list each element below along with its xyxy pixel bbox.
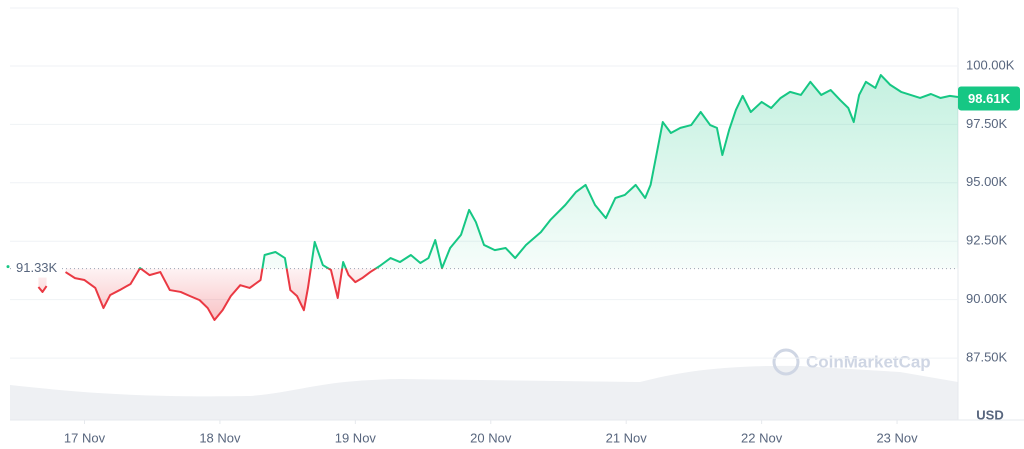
y-tick-label: 87.50K: [966, 350, 1008, 365]
x-tick-label: 18 Nov: [199, 430, 241, 445]
last-price-label: 98.61K: [968, 91, 1011, 106]
x-tick-label: 20 Nov: [470, 430, 512, 445]
watermark-logo: [772, 348, 800, 376]
volume-area: [10, 365, 958, 420]
baseline-dot: [6, 265, 10, 269]
baseline-label: 91.33K: [16, 260, 58, 275]
last-price-bg: [958, 86, 1020, 111]
y-axis-label: USD: [976, 407, 1003, 422]
x-tick-label: 22 Nov: [741, 430, 783, 445]
watermark: CoinMarketCap: [772, 348, 931, 376]
x-tick-label: 23 Nov: [876, 430, 918, 445]
x-tick-label: 17 Nov: [64, 430, 106, 445]
watermark-text: CoinMarketCap: [806, 352, 931, 371]
x-tick-label: 21 Nov: [606, 430, 648, 445]
y-tick-label: 95.00K: [966, 174, 1008, 189]
y-tick-label: 100.00K: [966, 57, 1015, 72]
price-line: [37, 74, 959, 321]
y-tick-label: 92.50K: [966, 233, 1008, 248]
x-tick-label: 19 Nov: [335, 430, 377, 445]
baseline-label-bg: [12, 259, 62, 278]
y-tick-label: 97.50K: [966, 116, 1008, 131]
price-area: [38, 75, 958, 320]
y-tick-label: 90.00K: [966, 291, 1008, 306]
